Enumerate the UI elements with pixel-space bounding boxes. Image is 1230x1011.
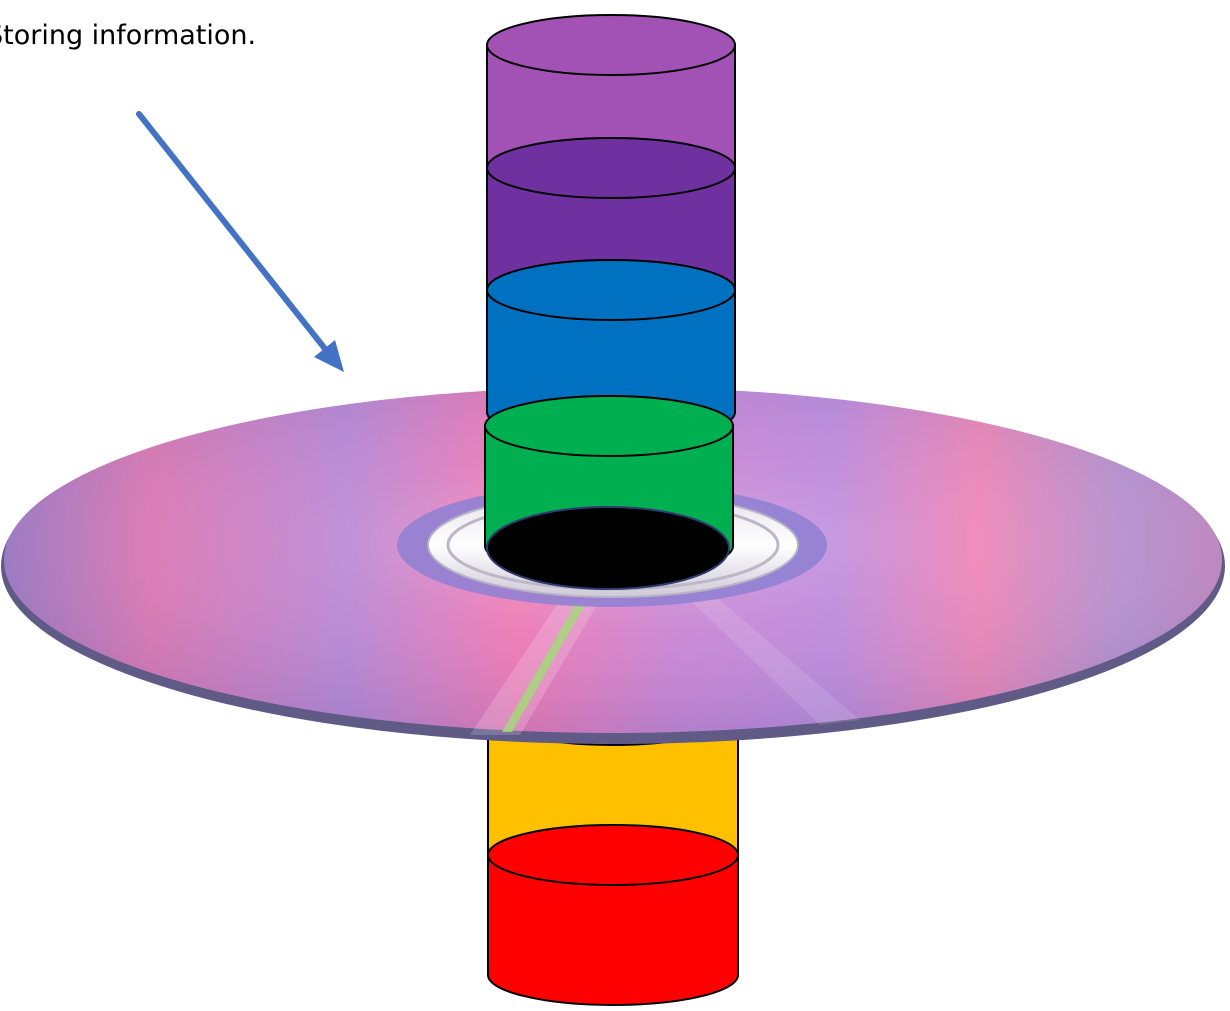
disc-reflection-beam-right — [690, 600, 860, 725]
pointer-arrow — [136, 111, 344, 372]
center-hole — [486, 506, 730, 590]
arrow-shaft — [136, 111, 329, 353]
top-cylinder-stack — [484, 14, 736, 590]
cylinder-red-top-rim — [487, 824, 739, 886]
disc-rainbow-streak — [502, 605, 585, 732]
cylinder-purple-light-top-rim — [486, 14, 736, 76]
cylinder-purple-dark-top-rim — [486, 137, 736, 199]
caption-text: Storing information. — [0, 20, 257, 51]
cylinder-red — [487, 824, 739, 1006]
cylinder-red-body — [487, 854, 739, 1006]
cylinder-green-top-rim — [484, 395, 734, 457]
cylinder-blue-top-rim — [486, 259, 736, 321]
arrow-head-icon — [314, 340, 344, 372]
